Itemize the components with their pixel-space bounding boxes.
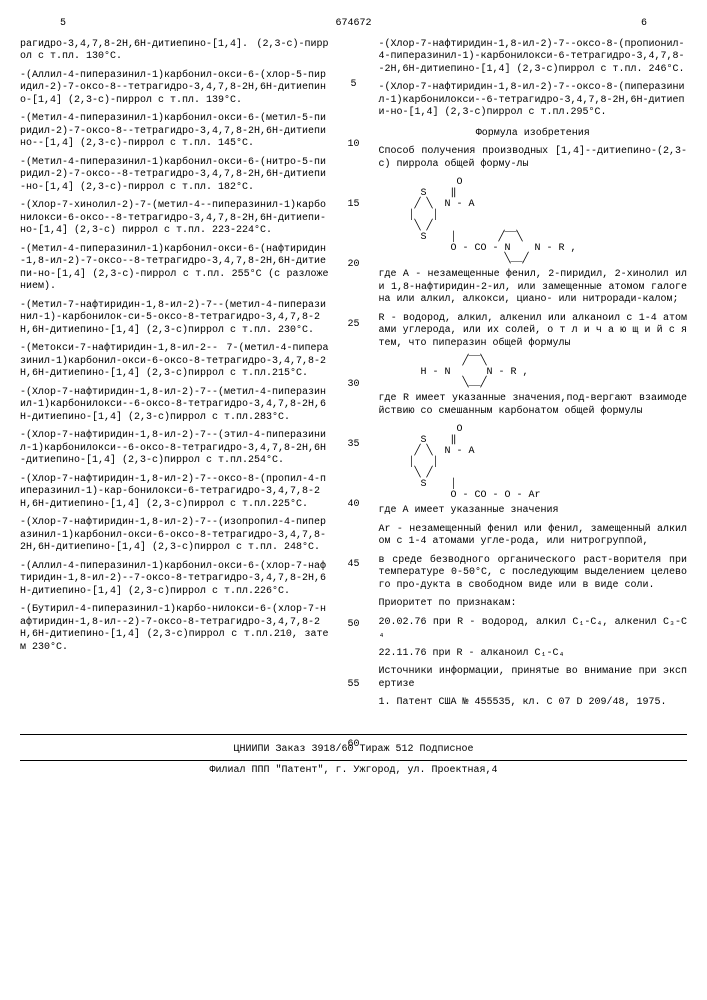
claim-paragraph: где А - незамещенные фенил, 2-пиридил, 2… [379, 269, 688, 307]
claim-paragraph: где R имеет указанные значения,под-верга… [379, 393, 688, 418]
claim-paragraph: Аr - незамещенный фенил или фенил, замещ… [379, 524, 688, 549]
line-number: 40 [347, 499, 359, 512]
chemical-structure-1: O S ‖ ╱ ╲ N - A │ │ ╲ ╱ S │ ╱‾‾╲ O - CO … [409, 177, 688, 265]
compound-entry: -(Аллил-4-пиперазинил-1)карбонил-окси-6-… [20, 70, 329, 108]
compound-entry: -(Хлор-7-нафтиридин-1,8-ил-2)-7--оксо-8-… [20, 474, 329, 512]
line-number: 10 [347, 139, 359, 152]
line-number: 50 [347, 619, 359, 632]
compound-entry: -(Хлор-7-нафтиридин-1,8-ил-2)-7--оксо-8-… [379, 82, 688, 120]
chemical-structure-3: O S ‖ ╱ ╲ N - A │ │ ╲ ╱ S │ O - CO - O -… [409, 424, 688, 501]
priority-item: 20.02.76 при R - водород, алкил С₁-С₄, а… [379, 617, 688, 642]
compound-entry: -(Метил-4-пиперазинил-1)карбонил-окси-6-… [20, 157, 329, 195]
right-column: -(Хлор-7-нафтиридин-1,8-ил-2)-7--оксо-8-… [379, 39, 688, 716]
page-num-left: 5 [60, 18, 66, 31]
compound-entry: -(Бутирил-4-пиперазинил-1)карбо-нилокси-… [20, 604, 329, 654]
left-column: рагидро-3,4,7,8-2Н,6Н-дитиепино-[1,4]. (… [20, 39, 329, 716]
line-number: 5 [350, 79, 356, 92]
patent-number: 674672 [335, 18, 371, 31]
compound-entry: -(Метокси-7-нафтиридин-1,8-ил-2-- 7-(мет… [20, 343, 329, 381]
priority-title: Приоритет по признакам: [379, 598, 688, 611]
compound-entry: -(Хлор-7-нафтиридин-1,8-ил-2)-7--(этил-4… [20, 430, 329, 468]
line-number: 55 [347, 679, 359, 692]
chemical-structure-2: ╱‾‾╲ H - N N - R , ╲__╱ [409, 356, 688, 389]
claim-paragraph: в среде безводного органического раст-во… [379, 555, 688, 593]
divider [20, 760, 687, 761]
claim-title: Формула изобретения [379, 128, 688, 141]
compound-entry: -(Аллил-4-пиперазинил-1)карбонил-окси-6-… [20, 561, 329, 599]
line-number: 60 [347, 739, 359, 752]
compound-entry: рагидро-3,4,7,8-2Н,6Н-дитиепино-[1,4]. (… [20, 39, 329, 64]
claim-paragraph: R - водород, алкил, алкенил или алканоил… [379, 313, 688, 351]
line-number: 35 [347, 439, 359, 452]
line-number: 45 [347, 559, 359, 572]
sources-title: Источники информации, принятые во вниман… [379, 666, 688, 691]
compound-entry: -(Хлор-7-хинолил-2)-7-(метил-4--пиперази… [20, 200, 329, 238]
compound-entry: -(Метил-4-пиперазинил-1)карбонил-окси-6-… [20, 244, 329, 294]
compound-entry: -(Хлор-7-нафтиридин-1,8-ил-2)-7--оксо-8-… [379, 39, 688, 77]
compound-entry: -(Метил-7-нафтиридин-1,8-ил-2)-7--(метил… [20, 300, 329, 338]
line-number: 20 [347, 259, 359, 272]
page-num-right: 6 [641, 18, 647, 31]
line-number: 25 [347, 319, 359, 332]
line-number-ruler: 5 10 15 20 25 30 35 40 45 50 55 60 [347, 39, 361, 716]
claim-paragraph: Способ получения производных [1,4]--дити… [379, 146, 688, 171]
imprint-line-2: Филиал ППП "Патент", г. Ужгород, ул. Про… [20, 765, 687, 778]
claim-paragraph: где А имеет указанные значения [379, 505, 688, 518]
source-item: 1. Патент США № 455535, кл. С 07 D 209/4… [379, 697, 688, 710]
compound-entry: -(Хлор-7-нафтиридин-1,8-ил-2)-7--(изопро… [20, 517, 329, 555]
compound-entry: -(Хлор-7-нафтиридин-1,8-ил-2)-7--(метил-… [20, 387, 329, 425]
body-columns: рагидро-3,4,7,8-2Н,6Н-дитиепино-[1,4]. (… [20, 39, 687, 716]
line-number: 15 [347, 199, 359, 212]
page-header: 5 674672 6 [20, 18, 687, 31]
line-number: 30 [347, 379, 359, 392]
compound-entry: -(Метил-4-пиперазинил-1)карбонил-окси-6-… [20, 113, 329, 151]
priority-item: 22.11.76 при R - алканоил С₁-С₄ [379, 648, 688, 661]
